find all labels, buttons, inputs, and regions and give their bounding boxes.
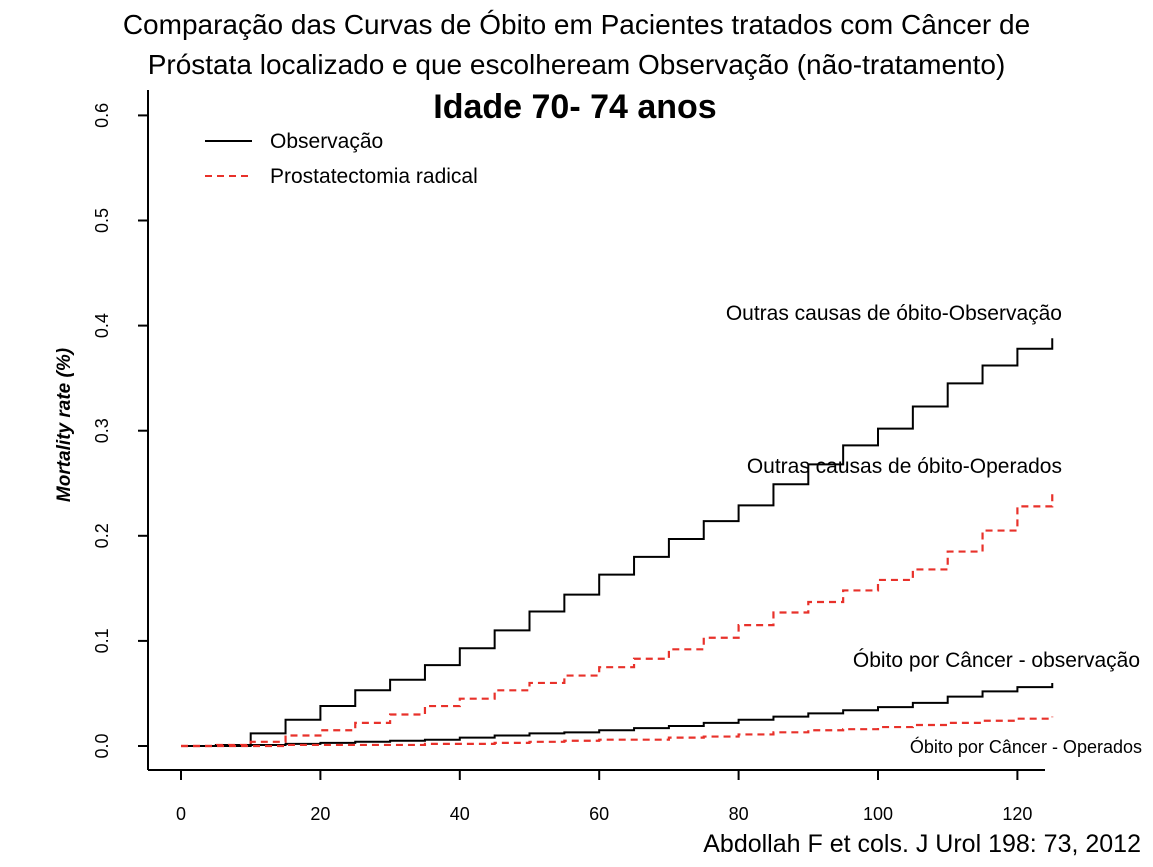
x-tick-label: 60 [589,804,609,824]
chart-title-line-2: Próstata localizado e que escolheream Ob… [147,49,1006,80]
series-line-1 [181,338,1054,747]
citation: Abdollah F et cols. J Urol 198: 73, 2012 [703,830,1141,858]
series-annotation: Óbito por Câncer - observação [853,649,1140,672]
series-annotation: Outras causas de óbito-Operados [747,455,1062,478]
y-tick-label: 0.5 [92,208,112,233]
y-tick-label: 0.1 [92,628,112,653]
chart-title-line-1: Comparação das Curvas de Óbito em Pacien… [122,9,1031,40]
x-tick-label: 100 [863,804,893,824]
x-tick-label: 0 [176,804,186,824]
y-tick-label: 0.3 [92,418,112,443]
x-tick-label: 80 [729,804,749,824]
series-layer [181,338,1054,748]
y-axis-label: Mortality rate (%) [54,348,75,502]
y-tick-label: 0.4 [92,313,112,338]
y-tick-label: 0.2 [92,523,112,548]
legend-label: Observação [270,130,383,153]
y-tick-label: 0.0 [92,733,112,758]
x-tick-label: 40 [450,804,470,824]
chart-annotations: Outras causas de óbito-Observação Outras … [726,302,1142,757]
series-annotation: Outras causas de óbito-Observação [726,302,1062,325]
chart-axes: 0 20 40 60 80 100 120 0.0 0.1 0.2 0.3 0.4 0.5 0.6 [92,90,1045,824]
series-annotation: Óbito por Câncer - Operados [910,736,1142,757]
series-line-2 [181,489,1054,748]
x-tick-label: 20 [310,804,330,824]
y-tick-label: 0.6 [92,103,112,128]
chart-legend: Observação Prostatectomia radical [205,130,478,188]
series-line-4 [181,716,1054,748]
series-line-3 [181,682,1054,747]
chart-subtitle: Idade 70- 74 anos [433,88,716,126]
x-tick-label: 120 [1002,804,1032,824]
legend-label: Prostatectomia radical [270,165,478,188]
